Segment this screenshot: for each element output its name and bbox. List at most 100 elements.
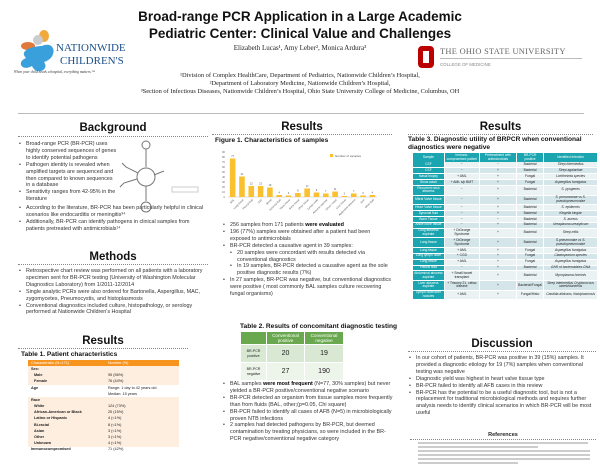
references-heading: References	[488, 432, 518, 438]
header-divider	[18, 113, 584, 114]
reference-list	[410, 442, 596, 464]
data-label: 8	[297, 189, 299, 193]
results-bullet: 256 samples from 171 patients were evalu…	[222, 222, 392, 229]
results-bullet: BAL samples were most frequent (N=77, 30…	[222, 381, 394, 395]
data-label: 2	[344, 192, 346, 196]
y-tick-label: 40	[222, 175, 225, 179]
y-tick-label: 90	[222, 150, 225, 154]
table-row: Sinus wash + AML s/p BMT + Fungal Aspergillu…	[413, 179, 598, 186]
logo-line2: CHILDREN'S	[60, 55, 124, 67]
background-bullet: Sensitivity ranges from 42-95% in the li…	[18, 189, 118, 203]
methods-section: Methods Retrospective chart review was p…	[18, 251, 208, 316]
methods-heading: Methods	[89, 251, 137, 263]
data-label: 9	[316, 188, 318, 192]
bar	[341, 196, 348, 197]
data-label: 41	[241, 172, 244, 176]
background-bullet: Additionally, BR-PCR can identify pathog…	[18, 219, 208, 233]
concomitant-testing-table: Conventional positive Conventional negat…	[240, 331, 344, 381]
table-row: BR-PCR negative 27 190	[240, 362, 344, 381]
nationwide-childrens-logo: NATIONWIDE CHILDREN'S When your child ne…	[8, 28, 158, 78]
results-bullet: 2 samples had detected pathogens by BR-P…	[222, 422, 394, 443]
affiliations: ¹Division of Complex HealthCare, Departm…	[140, 72, 460, 96]
background-heading: Background	[79, 122, 147, 134]
references-section: References	[410, 432, 596, 466]
table-row: Bone Tissue − − Bacterial S. aureus	[413, 216, 598, 223]
data-label: 17	[306, 184, 309, 188]
table-row: White 124 (73%)	[28, 403, 179, 410]
table-row: Ankle bone tissue − + Bacterial Ureaplasma u…	[413, 222, 598, 229]
data-label: 22	[259, 182, 262, 186]
data-label: 11	[334, 187, 337, 191]
methods-bullet: Conventional diagnostics included cultur…	[18, 303, 208, 317]
bar	[350, 193, 357, 197]
y-tick-label: 0	[224, 195, 226, 199]
data-label: 4	[372, 191, 374, 195]
table-row: Unknown 4 (<1%)	[28, 440, 179, 447]
bar	[285, 195, 292, 197]
results-mid-bullets-2: BAL samples were most frequent (N=77, 30…	[222, 381, 394, 443]
patient-characteristics-table: Characteristic (N=171) Number (%) Sex: Ma…	[28, 360, 179, 453]
table-row: Other 3 (<1%)	[28, 434, 179, 441]
discussion-heading: Discussion	[471, 338, 533, 350]
bar	[229, 158, 236, 197]
diagnostic-utility-table: Sample Immuno-compromised patient Pretreat…	[413, 153, 598, 301]
logo-tagline: When your child needs a hospital, everyt…	[14, 70, 96, 74]
category-label: CSF	[257, 198, 264, 205]
table-row: CSF − − Bacterial Strep intermedius	[413, 162, 598, 169]
background-bullet: Pathogen identity is revealed when ampli…	[18, 162, 118, 190]
methods-bullet: Retrospective chart review was performed…	[18, 268, 208, 289]
authors: Elizabeth Lucas¹, Amy Leber², Monica Ard…	[233, 44, 367, 52]
table-row: Lung tissue + DiGeorge Syndrome + Bacterial…	[413, 237, 598, 248]
background-bullet: Broad-range PCR (BR-PCR) uses highly con…	[18, 141, 118, 162]
rna-structure-figure	[119, 140, 199, 213]
table-row: Lymph node/liver nodules + AML + Fungal/His…	[413, 290, 598, 301]
table-row: Pleural fluid − + Bacterial GNR of bacteroid…	[413, 265, 598, 272]
bar	[257, 186, 264, 197]
figure1-title: Figure 1. Characteristics of samples	[215, 137, 329, 144]
butterfly-icon	[20, 30, 54, 72]
results-mid-section: Results Figure 1. Characteristics of sam…	[212, 121, 392, 144]
data-label: 4	[278, 191, 280, 195]
y-tick-label: 50	[222, 170, 225, 174]
bar	[313, 192, 320, 197]
table-row: BR-PCR positive 20 19	[240, 344, 344, 363]
table3-title: Table 3. Diagnostic utility of BRPCR whe…	[408, 136, 582, 151]
discussion-bullet: Diagnostic yield was highest in heart va…	[408, 376, 596, 383]
results-bullet: In 27 samples, BR-PCR was negative, but …	[222, 277, 392, 298]
table-row: Male 95 (56%)	[28, 372, 179, 379]
y-tick-label: 30	[222, 180, 225, 184]
osu-name: THE OHIO STATE UNIVERSITY	[440, 47, 566, 56]
column-header: BR-PCR positive	[516, 153, 545, 163]
table-row: Asian 3 (<1%)	[28, 428, 179, 435]
legend-label: Number of samples	[335, 154, 362, 158]
bar	[369, 195, 376, 197]
y-tick-label: 80	[222, 155, 225, 159]
table-row: African-American or Black 25 (15%)	[28, 409, 179, 416]
discussion-bullet: In our cohort of patients, BR-PCR was po…	[408, 355, 596, 376]
category-label: BAL	[229, 197, 236, 204]
category-label: Other fluid	[364, 197, 376, 209]
bar	[332, 191, 338, 197]
category-label: Blood	[265, 197, 273, 205]
bar	[267, 187, 273, 197]
table1-title: Table 1. Patient characteristics	[21, 351, 118, 358]
data-label: 77	[231, 154, 234, 158]
bar	[322, 193, 329, 197]
category-label: Skin	[359, 197, 366, 204]
results-heading: Results	[82, 335, 124, 347]
bar	[295, 193, 301, 197]
data-label: 22	[250, 182, 253, 186]
column-header: Sample	[413, 153, 445, 163]
results-bullet: In 19 samples, BR-PCR detected a causati…	[222, 263, 392, 277]
data-label: 7	[325, 189, 327, 193]
category-label: Pleural fluid	[241, 197, 254, 210]
block-o-icon	[418, 46, 434, 68]
table-row: Synovial fluid − + Bacterial Kingella kingae	[413, 210, 598, 217]
table-row: Latino or Hispanic 4 (<1%)	[28, 415, 179, 422]
bar	[360, 195, 366, 197]
column-header: Pretreatment with antimicrobials	[479, 153, 517, 163]
table-row: Bi-racial 8 (<1%)	[28, 421, 179, 429]
table-row: Lung tissue + AML + Fungal Aspergillus fumig…	[413, 247, 598, 254]
data-label: 19	[268, 183, 271, 187]
